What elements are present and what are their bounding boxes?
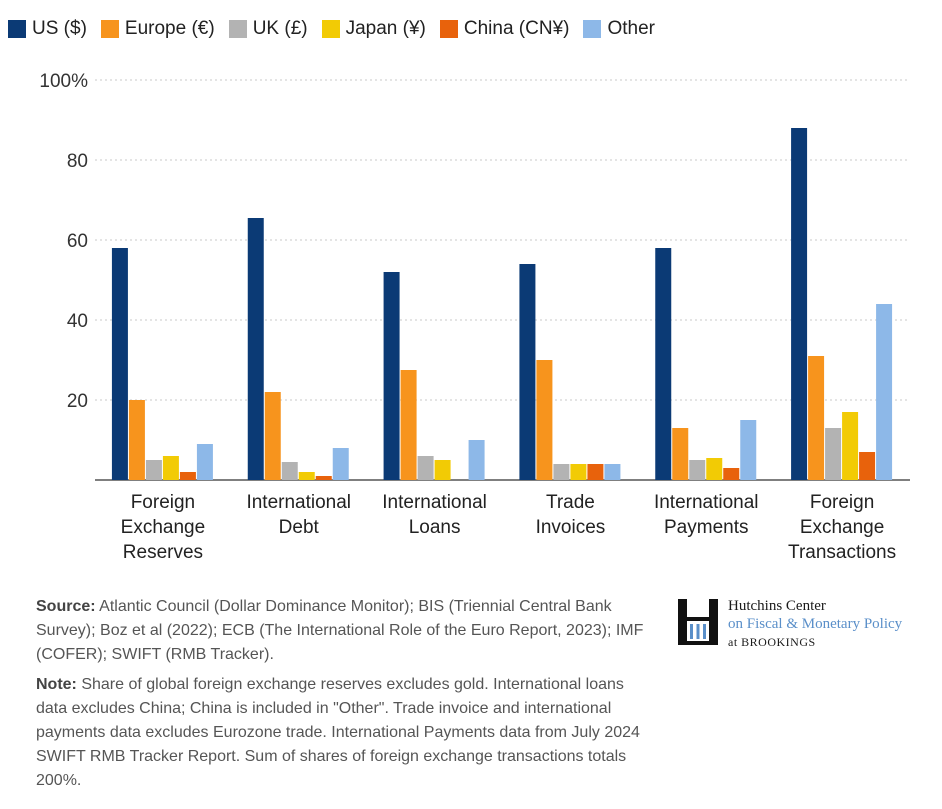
x-tick-label: International [246, 492, 351, 513]
x-tick-label: International [382, 492, 487, 513]
x-tick-label: Exchange [800, 517, 885, 538]
x-tick-label: International [654, 492, 759, 513]
legend-item: UK (£) [228, 18, 308, 40]
hutchins-center-logo: Hutchins Center on Fiscal & Monetary Pol… [678, 595, 928, 655]
bars [111, 128, 893, 480]
legend-swatch [8, 20, 26, 38]
bar [706, 458, 723, 480]
note-text: Share of global foreign exchange reserve… [36, 676, 640, 789]
bar [791, 128, 808, 480]
bar [111, 248, 128, 480]
bar [315, 476, 332, 480]
bar [876, 304, 893, 480]
note-label: Note: [36, 676, 77, 693]
x-tick-label: Reserves [123, 542, 203, 563]
x-tick-label: Foreign [810, 492, 874, 513]
x-tick-label: Exchange [121, 517, 206, 538]
axis-labels: 100% 80 60 40 20 Foreign Exchange Reserves Inter… [39, 71, 896, 563]
logo-text: Hutchins Center on Fiscal & Monetary Pol… [728, 597, 902, 651]
bar [604, 464, 621, 480]
y-tick-label: 60 [67, 231, 88, 252]
legend-item: Other [583, 18, 655, 40]
x-tick-label: Loans [409, 517, 461, 538]
bar [570, 464, 587, 480]
legend-label: Europe (€) [124, 18, 215, 39]
y-tick-label: 20 [67, 391, 88, 412]
bar [842, 412, 859, 480]
bar [264, 392, 281, 480]
bar [536, 360, 553, 480]
logo-line-1: Hutchins Center [728, 598, 826, 614]
bar [128, 400, 145, 480]
x-tick-label: Payments [664, 517, 748, 538]
bar [825, 428, 842, 480]
note-paragraph: Note: Share of global foreign exchange r… [36, 673, 656, 793]
bar-chart: 100% 80 60 40 20 Foreign Exchange Reserves Inter… [39, 71, 910, 563]
chart-notes: Source: Atlantic Council (Dollar Dominan… [36, 595, 656, 799]
legend-item: China (CN¥) [439, 18, 570, 40]
x-tick-label: Foreign [131, 492, 195, 513]
bar [145, 460, 162, 480]
legend-label: Other [607, 18, 655, 39]
x-tick-label: Transactions [788, 542, 896, 563]
bar [519, 264, 536, 480]
logo-line-2: on Fiscal & Monetary Policy [728, 616, 903, 632]
legend-swatch [321, 20, 340, 38]
bar [808, 356, 825, 480]
legend-swatch [583, 20, 602, 38]
chart-legend: US ($) Europe (€) UK (£) Japan (¥) China (CN… [8, 14, 655, 44]
legend-swatch [228, 20, 247, 38]
x-tick-label: Trade [546, 492, 595, 513]
bar [332, 448, 349, 480]
logo-line-3: at BROOKINGS [728, 635, 816, 649]
source-text: Atlantic Council (Dollar Dominance Monit… [36, 598, 644, 663]
bar [434, 460, 451, 480]
x-tick-label: Invoices [536, 517, 606, 538]
bar [162, 456, 179, 480]
bar [179, 472, 196, 480]
bar [281, 462, 298, 480]
bar [553, 464, 570, 480]
bar [672, 428, 689, 480]
y-tick-label: 40 [67, 311, 88, 332]
bar [468, 440, 485, 480]
bar [859, 452, 876, 480]
y-tick-label: 100% [39, 71, 88, 92]
bar [196, 444, 213, 480]
bar [740, 420, 757, 480]
legend-label: China (CN¥) [463, 18, 570, 39]
legend-label: Japan (¥) [345, 18, 426, 39]
legend-item: US ($) [8, 18, 87, 40]
bar [247, 218, 264, 480]
x-tick-label: Debt [279, 517, 320, 538]
legend-label: US ($) [32, 18, 87, 39]
source-label: Source: [36, 598, 96, 615]
bar [655, 248, 672, 480]
gridlines [95, 79, 910, 481]
legend-item: Japan (¥) [321, 18, 426, 40]
source-note: Source: Atlantic Council (Dollar Dominan… [36, 595, 656, 667]
bar [587, 464, 604, 480]
bar [298, 472, 315, 480]
bar [400, 370, 417, 480]
legend-swatch [439, 20, 458, 38]
column-emblem-icon [678, 599, 718, 645]
bar [723, 468, 740, 480]
bar [383, 272, 400, 480]
legend-swatch [100, 20, 119, 38]
legend-label: UK (£) [252, 18, 308, 39]
legend-item: Europe (€) [100, 18, 215, 40]
y-tick-label: 80 [67, 151, 88, 172]
bar [689, 460, 706, 480]
bar [417, 456, 434, 480]
